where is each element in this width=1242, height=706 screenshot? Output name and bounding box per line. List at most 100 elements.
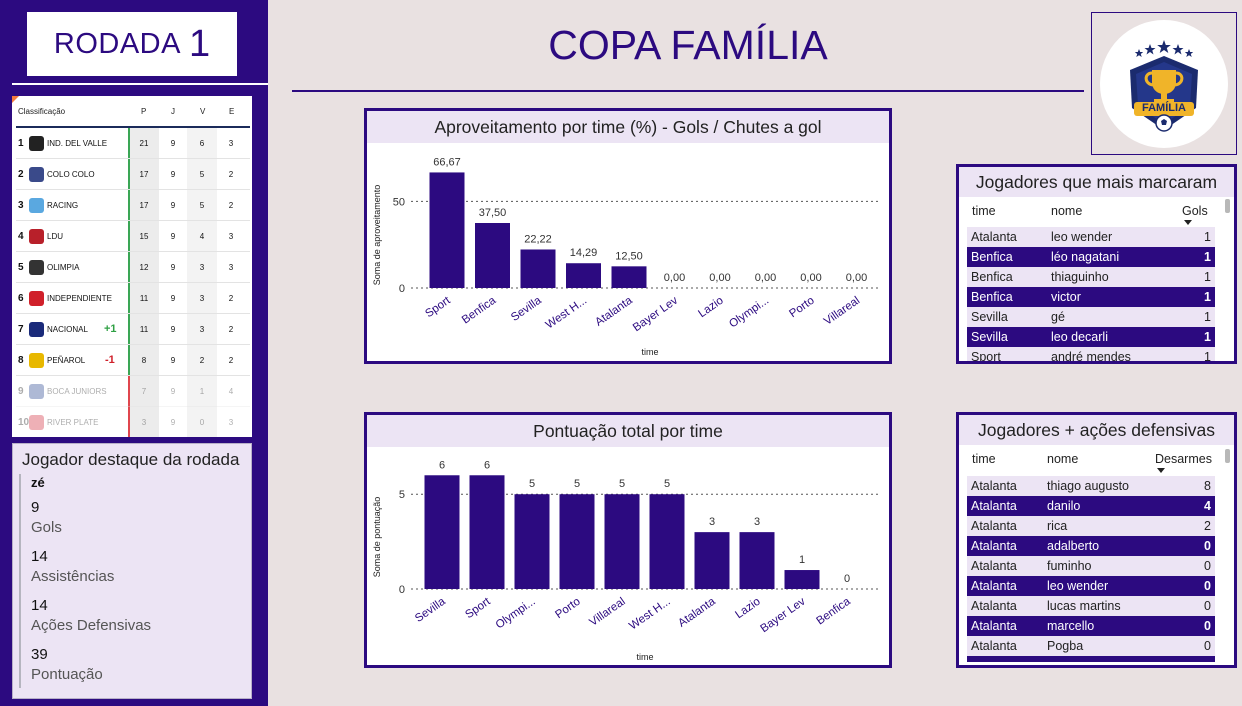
team-crest-icon: [29, 260, 44, 275]
bar: [611, 266, 647, 288]
row-points: 12: [139, 263, 149, 272]
cell-value: 1: [1204, 230, 1211, 244]
team-crest-icon: [29, 291, 44, 306]
sidebar: RODADA 1 Classificação P J V E 1 IND. DEL…: [0, 0, 268, 706]
col-header-time[interactable]: time: [972, 452, 996, 466]
standings-row: 6 INDEPENDIENTE 11 9 3 2: [12, 283, 252, 314]
cell-player: Pogba: [1047, 639, 1084, 653]
cell-team: Atalanta: [971, 599, 1017, 613]
col-header-time[interactable]: time: [972, 204, 996, 218]
chart-card-aproveitamento: Aproveitamento por time (%) - Gols / Chu…: [364, 108, 892, 364]
row-position: 8: [18, 355, 24, 366]
standings-header-e: E: [229, 107, 235, 116]
team-crest-icon: [29, 322, 44, 337]
cell-value: 1: [1204, 270, 1211, 284]
table-row[interactable]: Atalanta adalberto 0: [967, 536, 1215, 556]
row-points: 3: [141, 418, 147, 427]
x-tick-label: Benfica: [814, 595, 853, 627]
sort-desc-icon[interactable]: [1184, 220, 1192, 225]
cell-player: lucas martins: [1047, 599, 1121, 613]
table-row[interactable]: Atalanta thiago augusto 8: [967, 476, 1215, 496]
table-row[interactable]: Atalanta danilo 4: [967, 496, 1215, 516]
row-separator: [16, 313, 250, 314]
data-label: 5: [619, 478, 625, 490]
stat-defensive-value: 14: [31, 597, 48, 614]
table-title-defensive: Jogadores + ações defensivas: [959, 415, 1234, 445]
chart-title-pontuacao: Pontuação total por time: [367, 415, 889, 447]
table-row[interactable]: Sevilla gé 1: [967, 307, 1215, 327]
table-row[interactable]: Atalanta rica 2: [967, 516, 1215, 536]
table-row[interactable]: Atalanta fuminho 0: [967, 556, 1215, 576]
x-tick-label: Sport: [423, 294, 453, 320]
bar: [520, 249, 556, 288]
x-tick-label: Olympi...: [494, 596, 538, 632]
standings-header-team: Classificação: [18, 107, 66, 116]
data-label: 22,22: [524, 233, 552, 245]
row-games: 9: [170, 418, 176, 427]
sort-desc-icon[interactable]: [1157, 468, 1165, 473]
cell-player: rica: [1047, 519, 1068, 533]
table-row[interactable]: Atalanta leo wender 1: [967, 227, 1215, 247]
cell-team: Atalanta: [971, 579, 1017, 593]
row-draws: 3: [228, 263, 234, 272]
cell-value: 4: [1204, 499, 1211, 513]
table-row[interactable]: Atalanta marcello 0: [967, 616, 1215, 636]
table-row[interactable]: Sevilla leo decarli 1: [967, 327, 1215, 347]
col-header-desarmes[interactable]: Desarmes: [1155, 452, 1212, 466]
row-position: 4: [18, 231, 24, 242]
col-header-gols[interactable]: Gols: [1182, 204, 1208, 218]
defensive-rows: Atalanta thiago augusto 8 Atalanta danilo 4 At…: [967, 476, 1215, 656]
x-tick-label: Porto: [553, 596, 582, 622]
row-points: 21: [139, 139, 149, 148]
table-header-scorers: time nome Gols: [959, 197, 1234, 225]
scrollbar-defensive[interactable]: [1225, 449, 1230, 463]
x-tick-label: Lazio: [696, 295, 725, 321]
standings-header: Classificação P J V E: [12, 96, 252, 126]
col-header-nome[interactable]: nome: [1051, 204, 1083, 218]
position-change-badge: +1: [104, 323, 117, 335]
corner-flag-icon: [12, 96, 19, 103]
data-label: 3: [709, 516, 715, 528]
chart-title-aproveitamento: Aproveitamento por time (%) - Gols / Chu…: [367, 111, 889, 143]
x-tick-label: Bayer Lev: [631, 294, 681, 334]
cell-value: 0: [1204, 619, 1211, 633]
table-row[interactable]: Sport andré mendes 1: [967, 347, 1215, 361]
row-position: 7: [18, 324, 24, 335]
scrollbar-scorers[interactable]: [1225, 199, 1230, 213]
x-tick-label: Villareal: [822, 295, 862, 328]
row-team-name: IND. DEL VALLE: [47, 139, 108, 148]
table-top-scorers: Jogadores que mais marcaram time nome Go…: [956, 164, 1237, 364]
cell-value: 2: [1204, 519, 1211, 533]
row-games: 9: [170, 325, 176, 334]
cell-player: gé: [1051, 310, 1065, 324]
row-wins: 4: [199, 232, 205, 241]
table-row[interactable]: Atalanta Pogba 0: [967, 636, 1215, 656]
cell-value: 0: [1204, 579, 1211, 593]
table-header-defensive: time nome Desarmes: [959, 445, 1234, 473]
page-title: COPA FAMÍLIA: [548, 22, 828, 68]
row-team-name: BOCA JUNIORS: [47, 387, 107, 396]
row-draws: 2: [228, 201, 234, 210]
row-wins: 1: [199, 387, 205, 396]
table-row[interactable]: Benfica léo nagatani 1: [967, 247, 1215, 267]
bar: [469, 475, 505, 589]
col-header-nome[interactable]: nome: [1047, 452, 1079, 466]
row-position: 10: [18, 417, 30, 428]
table-row[interactable]: Atalanta lucas martins 0: [967, 596, 1215, 616]
row-team-name: RIVER PLATE: [47, 418, 99, 427]
team-crest-icon: [29, 384, 44, 399]
cell-player: leo decarli: [1051, 330, 1108, 344]
team-crest-icon: [29, 415, 44, 430]
bar: [429, 172, 465, 288]
row-draws: 2: [228, 356, 234, 365]
cell-player: leo wender: [1051, 230, 1113, 244]
row-position: 2: [18, 169, 24, 180]
table-row[interactable]: Atalanta leo wender 0: [967, 576, 1215, 596]
table-row[interactable]: Benfica victor 1: [967, 287, 1215, 307]
row-wins: 3: [199, 263, 205, 272]
standings-header-j: J: [171, 107, 175, 116]
table-row[interactable]: Benfica thiaguinho 1: [967, 267, 1215, 287]
row-team-name: INDEPENDIENTE: [47, 294, 112, 303]
bar: [604, 494, 640, 589]
row-games: 9: [170, 170, 176, 179]
